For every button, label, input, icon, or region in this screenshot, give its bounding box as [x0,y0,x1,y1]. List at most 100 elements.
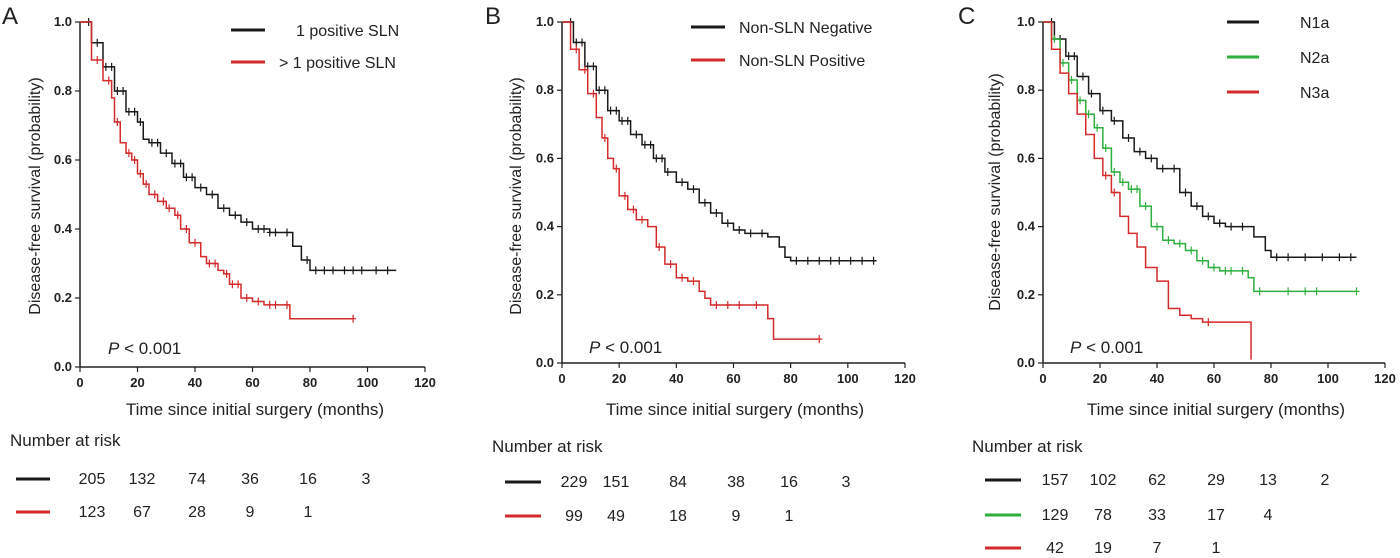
risk-count: 19 [1094,540,1112,557]
x-axis-label: Time since initial surgery (months) [606,400,864,419]
censor-mark [255,225,262,233]
x-tick-label: 120 [414,375,436,390]
censor-mark [94,55,101,64]
censor-mark [713,208,720,217]
risk-table: Number at risk 229 151 84 38 16 3 99 49 … [492,437,851,525]
risk-table-title: Number at risk [492,437,603,456]
censor-mark [736,226,743,235]
risk-count: 13 [1259,472,1277,489]
censor-mark [1347,253,1354,262]
censor-mark [1136,147,1143,156]
censor-mark [1176,239,1183,248]
censor-mark [816,335,823,344]
censor-mark [596,86,603,95]
censor-mark [859,256,866,265]
censor-mark [1065,52,1072,61]
y-tick-label: 0.0 [536,355,554,370]
x-tick-label: 100 [357,375,379,390]
risk-count: 129 [1042,507,1069,524]
censor-mark [255,297,262,306]
censor-mark [1051,35,1058,44]
p-value-symbol: P [1070,338,1082,357]
censor-mark [1199,256,1206,265]
risk-count: 17 [1207,507,1225,524]
risk-count: 229 [561,474,588,491]
censor-mark [266,228,273,237]
p-value: P < 0.001 [589,338,662,357]
y-tick-label: 0.6 [1017,150,1035,165]
risk-count: 4 [1264,507,1273,524]
p-value-text: < 0.001 [600,338,662,357]
censor-mark [166,204,173,213]
censor-mark [1239,266,1246,275]
censor-mark [304,256,311,265]
censor-mark [1159,164,1166,173]
censor-mark [350,266,357,275]
censor-mark [1165,236,1172,245]
censor-mark [836,256,843,265]
censor-mark [154,138,161,147]
censor-mark [137,118,144,127]
censor-mark [171,159,178,168]
censor-mark [174,211,181,220]
censor-mark [206,259,213,268]
censor-mark [1302,287,1309,296]
censor-mark [1205,212,1212,221]
y-tick-label: 0.4 [1017,219,1036,234]
censor-mark [1319,253,1326,262]
censor-mark [350,314,357,323]
censor-mark [284,300,290,309]
legend-label: > 1 positive SLN [279,55,396,72]
censor-mark [223,269,230,278]
censor-mark [624,116,631,125]
censor-mark [1102,171,1109,180]
censor-mark [1088,89,1095,98]
y-tick-label: 0.0 [1017,355,1035,370]
x-tick-label: 20 [612,371,626,386]
censor-mark [1353,287,1360,296]
censor-mark [1285,287,1292,296]
censor-mark [613,164,620,173]
legend: Non-SLN Negative Non-SLN Positive [691,20,873,70]
risk-count: 9 [246,504,255,521]
censor-mark [358,266,365,275]
panel-letter: B [485,3,501,30]
censor-mark [573,38,580,47]
censor-mark [621,191,628,200]
x-tick-label: 40 [1150,371,1164,386]
risk-table-title: Number at risk [972,437,1083,456]
censor-mark [243,218,250,227]
censor-mark [151,190,158,199]
risk-count: 36 [241,471,259,488]
censor-mark [713,301,720,310]
risk-count: 42 [1046,540,1064,557]
risk-count: 38 [727,474,745,491]
censor-mark [590,89,597,98]
censor-mark [1071,52,1078,61]
risk-count: 132 [129,471,156,488]
censor-mark [312,266,319,275]
risk-count: 205 [79,471,106,488]
risk-count: 2 [1321,472,1330,489]
censor-mark [1059,58,1066,67]
censor-mark [690,277,697,286]
risk-count: 1 [304,504,313,521]
censor-mark [1256,287,1263,296]
x-tick-label: 60 [245,375,259,390]
x-tick-label: 80 [303,375,317,390]
y-axis-label: Disease-free survival (probability) [987,73,1004,310]
censor-mark [232,211,239,220]
survival-curve [80,21,397,272]
legend: 1 positive SLN > 1 positive SLN [231,23,399,72]
censor-mark [220,204,227,213]
censor-mark [736,301,743,310]
risk-count: 49 [607,508,625,525]
x-tick-label: 100 [1317,371,1339,386]
censor-mark [1128,185,1135,194]
censor-mark [209,190,216,199]
censor-mark [125,107,132,116]
censor-mark [229,280,236,289]
censor-mark [143,180,150,189]
censor-mark [189,173,196,182]
